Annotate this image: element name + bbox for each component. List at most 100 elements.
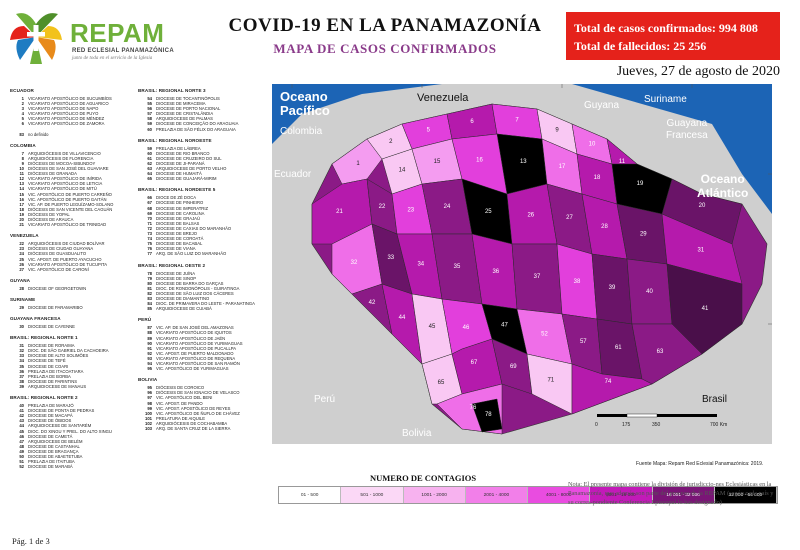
territory-number: 46 xyxy=(463,325,470,331)
jurisdiction-name: DIOCESE DE GUAJARÁ-MIRIM xyxy=(156,176,217,182)
jurisdiction-group: BRASIL: REGIONAL NORDESTE 5 66 DIOCE DE ZÉ… xyxy=(138,187,231,256)
jurisdiction-number: 85 xyxy=(147,306,152,312)
jurisdiction-number: 96 xyxy=(147,390,152,396)
territory-number: 71 xyxy=(547,378,554,384)
jurisdiction-name: DIOCESE DE CAXIAS DO MARANHÃO xyxy=(156,225,232,231)
territory-shapes xyxy=(311,103,743,435)
territory-number: 45 xyxy=(429,324,436,330)
jurisdiction-item: 69 DIOCESE DE CAROLINA xyxy=(138,211,231,216)
jurisdiction-name: DIOCESE DE SÃO LUIZ DOS CÁCERES xyxy=(156,290,234,296)
jurisdiction-name: DIOCESE DE VIANA xyxy=(156,246,196,252)
jurisdiction-name: VICARIATO APOSTÓLICO DE SAN RAMÓN xyxy=(156,361,240,367)
territory-number: 40 xyxy=(646,289,653,295)
jurisdiction-item: 11 DIÓCESIS DE GRANADA xyxy=(10,171,113,176)
territory-number: 47 xyxy=(501,323,508,329)
jurisdiction-group-header: GUAYANA FRANCESA xyxy=(10,316,61,322)
jurisdiction-name: ARQUIDIOCESE DE PORTO VELHO xyxy=(156,166,227,172)
jurisdiction-name: DIOCESE DE IMPERATRIZ xyxy=(156,205,209,211)
jurisdiction-item: 44 ARQUIDIOCESE DE SANTARÉM xyxy=(10,423,112,428)
territory-shape xyxy=(631,323,703,385)
jurisdiction-item: 30 DIOCESE DE CAYENNE xyxy=(10,324,75,329)
jurisdiction-item: 38 DIOCESE DE PARINTINS xyxy=(10,379,109,384)
jurisdiction-name: VICARIATO APOSTÓLICO DE PUYO xyxy=(28,111,99,117)
jurisdiction-number: 19 xyxy=(19,211,24,217)
jurisdiction-item: 95 VIC. APOSTÓLICO DE YURIMAGUAS xyxy=(138,366,243,371)
jurisdiction-name: PRELAZIA DE SÃO FÉLIX DO ARAGUAIA xyxy=(156,126,236,132)
territory-number: 32 xyxy=(351,260,358,266)
jurisdiction-item: 26 VICARIATO APOSTÓLICO DE TUCUPITA xyxy=(10,262,107,267)
jurisdiction-number: 36 xyxy=(19,368,24,374)
jurisdiction-item: 29 DIOCESE DE PARAMARIBO xyxy=(10,305,82,310)
scale-bar-label-700: 700 Km xyxy=(710,422,728,428)
jurisdiction-name: DIOCESE DE TEFÉ xyxy=(28,358,66,364)
jurisdiction-name: DIOCESE DE COROATÁ xyxy=(156,236,204,242)
jurisdiction-name: ARQ. DE SANTA CRUZ DE LA SIERRA xyxy=(156,426,231,432)
jurisdiction-number: 78 xyxy=(147,270,152,276)
jurisdiction-number: 56 xyxy=(147,106,152,112)
jurisdiction-group-header: BRASIL: REGIONAL NORTE 1 xyxy=(10,335,78,341)
jurisdiction-group-header: GUYANA xyxy=(10,277,31,283)
jurisdiction-item: 1 VICARIATO APOSTÓLICO DE SUCUMBÍOS xyxy=(10,96,112,101)
jurisdiction-number: 8 xyxy=(21,155,24,161)
jurisdiction-number: 32 xyxy=(19,348,24,354)
jurisdiction-item: 33 DIOCESE DE ALTO SOLIMÕES xyxy=(10,353,109,358)
territory-shape xyxy=(471,398,503,433)
jurisdiction-number: 80 xyxy=(147,280,152,286)
jurisdiction-name: DIOCESE DE ÓBIDOS xyxy=(28,418,72,424)
jurisdiction-number: 13 xyxy=(19,181,24,187)
jurisdiction-name: VICARIATO APOSTÓLICO DE MITÚ xyxy=(28,186,97,192)
jurisdiction-item: 99 VIC. APOST. APOSTÓLICO DE REYES xyxy=(138,406,240,411)
jurisdiction-number: 22 xyxy=(19,241,24,247)
jurisdiction-number: 51 xyxy=(19,459,24,465)
jurisdiction-item: 65 DIOCESE DE GUAJARÁ-MIRIM xyxy=(138,176,226,181)
jurisdiction-name: PRELATURA DE AIQUILE xyxy=(156,415,206,421)
territory-number: 7 xyxy=(515,118,519,124)
jurisdiction-number: 37 xyxy=(19,373,24,379)
jurisdiction-name: DIOCESE DE MIRACEMA xyxy=(156,101,206,107)
territory-number: 63 xyxy=(657,349,664,355)
jurisdiction-item: 97 VIC. APOSTÓLICO DEL BENI xyxy=(138,395,240,400)
jurisdiction-number: 60 xyxy=(147,150,152,156)
jurisdiction-number: 95 xyxy=(147,366,152,372)
jurisdiction-number: 92 xyxy=(147,350,152,356)
jurisdiction-item: 71 DIOCESE DE BALSAS xyxy=(138,221,231,226)
jurisdiction-item: 83 no definido xyxy=(10,132,112,137)
jurisdiction-group-header: ECUADOR xyxy=(10,88,34,93)
territory-number: 15 xyxy=(434,159,441,165)
jurisdiction-name: DIÓCESIS DE MOCOA-SIBUNDOY xyxy=(28,160,96,166)
jurisdiction-number: 48 xyxy=(19,443,24,449)
jurisdiction-name: DIOCESE DE CAYENNE xyxy=(28,324,75,330)
jurisdiction-group-header: SURINAME xyxy=(10,297,36,302)
jurisdiction-number: 57 xyxy=(147,111,152,117)
jurisdiction-number: 73 xyxy=(147,231,152,237)
jurisdiction-item: 79 DIOCESE DE SINOP xyxy=(138,276,255,281)
scale-bar xyxy=(597,413,717,418)
jurisdiction-item: 91 VICARIATO APOSTÓLICO DE PUCALLPA xyxy=(138,346,243,351)
jurisdiction-item: 49 DIOCESE DE BRAGANÇA xyxy=(10,449,112,454)
jurisdiction-item: 41 DIOCESE DE PONTA DE PEDRAS xyxy=(10,408,112,413)
jurisdiction-item: 35 DIOCESE DE COARI xyxy=(10,364,109,369)
jurisdiction-item: 95 DIÓCESIS DE COROICO xyxy=(138,385,240,390)
jurisdiction-item: 60 PRELAZIA DE SÃO FÉLIX DO ARAGUAIA xyxy=(138,127,238,132)
jurisdiction-item: 7 ARQUIDIÓCESIS DE VILLAVICENCIO xyxy=(10,151,113,156)
jurisdiction-item: 77 ARQ. DE SÃO LUIZ DO MARANHÃO xyxy=(138,251,231,256)
jurisdiction-number: 15 xyxy=(19,191,24,197)
jurisdiction-item: 74 DIOCESE DE COROATÁ xyxy=(138,236,231,241)
country-label-peru: Perú xyxy=(314,394,336,405)
jurisdiction-number: 70 xyxy=(147,215,152,221)
country-label-venezuela: Venezuela xyxy=(417,92,469,104)
jurisdiction-name: DIOCESE DE CASTANHAL xyxy=(28,443,80,449)
jurisdiction-item: 80 DIOCESE DE BARRA DO GARÇAS xyxy=(138,281,255,286)
jurisdiction-number: 95 xyxy=(147,385,152,391)
country-label-bolivia: Bolivia xyxy=(402,428,432,439)
jurisdiction-number: 14 xyxy=(19,186,24,192)
jurisdiction-number: 77 xyxy=(147,251,152,257)
jurisdiction-name: VIC. APOSTÓLICO DE PUERTO GAITÁN xyxy=(28,196,107,202)
jurisdiction-group-header: PERÚ xyxy=(138,317,152,323)
jurisdiction-number: 11 xyxy=(19,171,24,177)
jurisdiction-number: 16 xyxy=(19,196,24,202)
jurisdiction-number: 9 xyxy=(21,160,24,166)
jurisdiction-name: DIÓCESIS DE SAN VICENTE DEL CAGUÁN xyxy=(28,206,113,212)
jurisdiction-number: 100 xyxy=(145,410,152,416)
jurisdiction-number: 25 xyxy=(19,256,24,262)
